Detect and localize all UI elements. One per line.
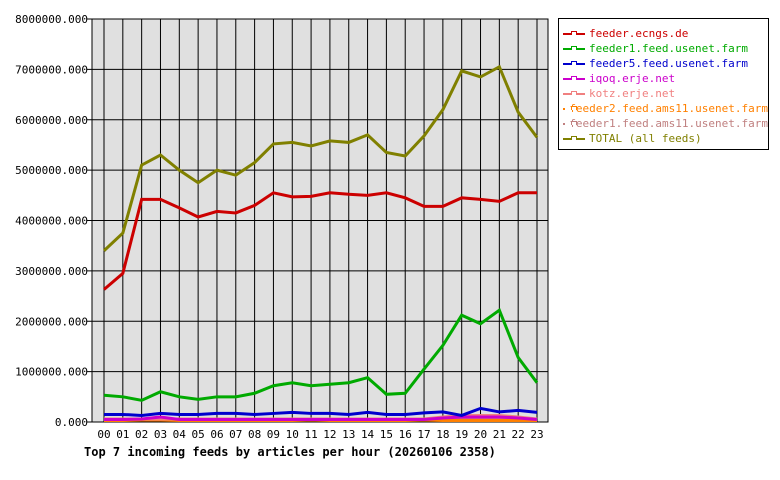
- legend-swatch-icon: [563, 30, 585, 35]
- legend-swatch-icon: [563, 90, 585, 95]
- y-tick-label: 3000000.000: [15, 265, 88, 278]
- legend-swatch-icon: [563, 135, 585, 140]
- x-tick-label: 06: [210, 428, 223, 441]
- x-tick-label: 03: [154, 428, 167, 441]
- legend-item: kotz.erje.net: [563, 86, 768, 101]
- y-tick-label: 4000000.000: [15, 215, 88, 228]
- x-tick-label: 13: [342, 428, 355, 441]
- y-tick-label: 8000000.000: [15, 13, 88, 26]
- x-tick-label: 23: [530, 428, 543, 441]
- x-tick-label: 15: [380, 428, 393, 441]
- x-tick-label: 09: [267, 428, 280, 441]
- legend-label: feeder.ecngs.de: [589, 27, 689, 40]
- legend-label: kotz.erje.net: [589, 87, 676, 100]
- legend-swatch-icon: [563, 120, 577, 125]
- y-tick-label: 6000000.000: [15, 114, 88, 127]
- legend-label: feeder5.feed.usenet.farm: [589, 57, 748, 70]
- series-line-feeder-ecngs-de: [103, 191, 537, 291]
- legend-item: iqoq.erje.net: [563, 71, 768, 86]
- series-line-total-all-feeds-: [102, 64, 539, 252]
- legend-swatch-icon: [563, 60, 585, 65]
- y-tick-label: 2000000.000: [15, 315, 88, 328]
- chart-title: Top 7 incoming feeds by articles per hou…: [84, 445, 496, 459]
- x-tick-label: 05: [192, 428, 205, 441]
- y-tick-label: 1000000.000: [15, 366, 88, 379]
- x-tick-label: 20: [474, 428, 487, 441]
- x-tick-label: 11: [304, 428, 317, 441]
- legend-label: feeder1.feed.usenet.farm: [589, 42, 748, 55]
- legend-swatch-icon: [563, 105, 577, 110]
- x-tick-label: 19: [455, 428, 468, 441]
- legend-item: feeder5.feed.usenet.farm: [563, 56, 768, 71]
- legend-label: iqoq.erje.net: [589, 72, 676, 85]
- y-tick-label: 5000000.000: [15, 164, 88, 177]
- legend-swatch-icon: [563, 45, 585, 50]
- legend-item: feeder1.feed.ams11.usenet.farm: [563, 116, 768, 131]
- legend-label: feeder2.feed.ams11.usenet.farm: [569, 102, 768, 115]
- legend-swatch-icon: [563, 75, 585, 80]
- y-tick-label: 0.000: [55, 416, 88, 429]
- legend-item: feeder1.feed.usenet.farm: [563, 41, 768, 56]
- x-tick-label: 21: [493, 428, 506, 441]
- x-tick-label: 04: [173, 428, 187, 441]
- y-tick-label: 7000000.000: [15, 63, 88, 76]
- x-tick-label: 07: [229, 428, 242, 441]
- x-tick-label: 10: [286, 428, 299, 441]
- series-line-feeder5-feed-usenet-farm: [104, 406, 538, 418]
- x-tick-label: 14: [361, 428, 375, 441]
- x-tick-label: 22: [512, 428, 525, 441]
- legend-item: TOTAL (all feeds): [563, 131, 768, 146]
- x-tick-label: 16: [399, 428, 412, 441]
- x-tick-label: 17: [417, 428, 430, 441]
- x-tick-label: 18: [436, 428, 449, 441]
- legend-label: feeder1.feed.ams11.usenet.farm: [569, 117, 768, 130]
- legend: feeder.ecngs.de feeder1.feed.usenet.farm f…: [558, 18, 769, 150]
- series-line-feeder1-feed-usenet-farm: [103, 307, 539, 402]
- x-tick-label: 00: [97, 428, 110, 441]
- x-tick-label: 02: [135, 428, 148, 441]
- legend-item: feeder2.feed.ams11.usenet.farm: [563, 101, 768, 116]
- series-line-iqoq-erje-net: [104, 415, 538, 421]
- legend-label: TOTAL (all feeds): [589, 132, 702, 145]
- x-tick-label: 01: [116, 428, 129, 441]
- x-tick-label: 08: [248, 428, 261, 441]
- legend-item: feeder.ecngs.de: [563, 26, 768, 41]
- x-tick-label: 12: [323, 428, 336, 441]
